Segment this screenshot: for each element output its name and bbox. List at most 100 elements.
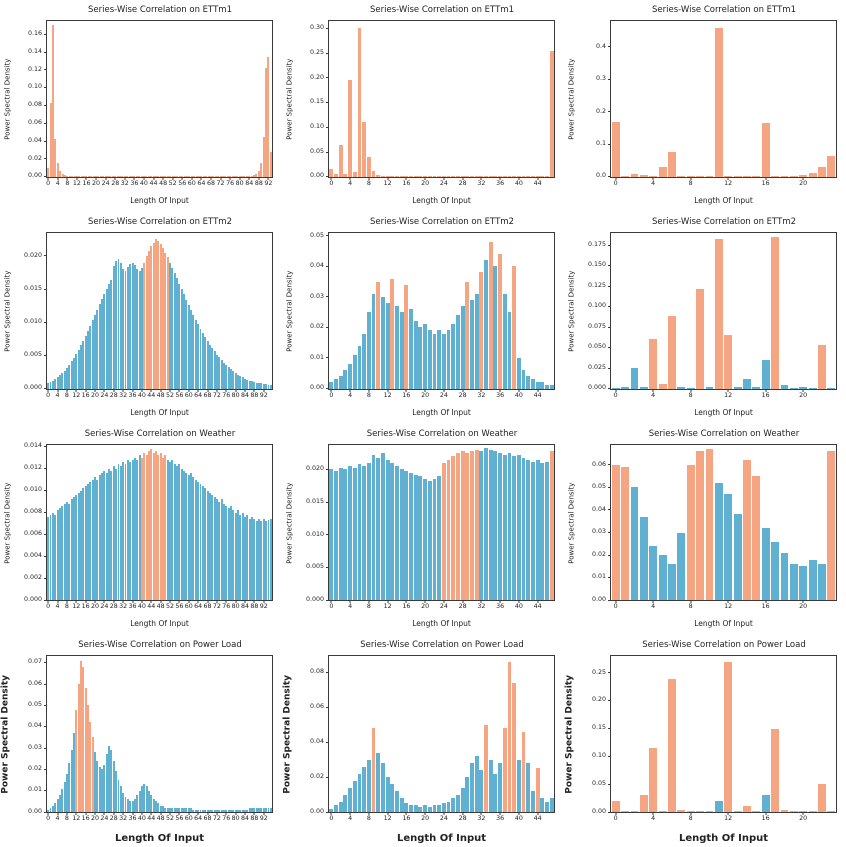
x-tick-label: 60 <box>187 179 196 187</box>
bar <box>338 468 343 601</box>
bar <box>197 324 200 389</box>
bar <box>150 794 153 812</box>
bar <box>143 262 146 389</box>
bar <box>516 454 521 601</box>
y-tick-label: 0.2 <box>595 107 606 115</box>
bar <box>129 263 132 389</box>
x-tick-mark <box>424 388 426 392</box>
y-tick-mark <box>326 235 329 237</box>
x-tick-label: 72 <box>212 815 221 822</box>
bar <box>432 805 437 812</box>
bar <box>108 284 111 389</box>
bar <box>84 336 87 389</box>
bar <box>649 546 658 601</box>
bar <box>117 780 120 812</box>
bar <box>128 175 131 177</box>
bar <box>155 451 157 601</box>
bar <box>423 479 428 601</box>
x-tick-mark <box>150 812 152 815</box>
bar <box>639 516 648 601</box>
bar <box>329 382 334 389</box>
bar <box>51 25 54 177</box>
bar <box>761 528 770 601</box>
y-tick-label: 0.01 <box>27 786 42 794</box>
bar <box>526 376 531 389</box>
x-tick-label: 60 <box>184 815 193 822</box>
bar <box>194 319 197 389</box>
bar <box>159 805 162 812</box>
x-tick-label: 8 <box>688 815 693 822</box>
bar <box>178 464 181 601</box>
x-axis-label: Length Of Input <box>130 407 189 417</box>
bar <box>112 466 115 601</box>
bar <box>200 175 203 177</box>
bar <box>267 520 270 601</box>
bar <box>152 799 155 812</box>
y-tick-label: 0.15 <box>591 724 606 732</box>
bar <box>248 380 251 389</box>
bar <box>77 684 80 812</box>
x-tick-mark <box>160 388 162 392</box>
bar <box>190 807 193 812</box>
bar <box>194 809 197 812</box>
bar <box>56 510 59 601</box>
x-tick-mark <box>424 176 426 180</box>
y-tick-mark <box>44 140 47 142</box>
x-tick-label: 0 <box>613 815 618 822</box>
x-tick-label: 4 <box>55 603 60 611</box>
x-tick-label: 88 <box>254 179 263 187</box>
bar <box>460 306 465 389</box>
x-tick-mark <box>132 388 134 392</box>
bar <box>111 175 114 177</box>
bar <box>110 470 113 601</box>
x-tick-mark <box>690 812 692 815</box>
bar <box>133 799 136 812</box>
y-tick-mark <box>326 176 329 178</box>
bar <box>269 384 272 389</box>
bar <box>540 798 545 812</box>
bar <box>474 293 479 389</box>
bar <box>68 503 71 601</box>
x-tick-mark <box>150 388 152 392</box>
bar <box>130 175 133 177</box>
bar <box>677 532 686 601</box>
bar <box>169 262 172 389</box>
bar <box>206 490 209 601</box>
x-tick-mark <box>162 176 164 180</box>
x-tick-mark <box>47 176 49 180</box>
bar <box>267 807 270 812</box>
y-tick-mark <box>608 367 611 369</box>
bar <box>771 541 779 601</box>
y-axis-label: Power Spectral Density <box>3 481 12 563</box>
bar <box>91 737 94 812</box>
bar <box>87 330 89 389</box>
y-tick-mark <box>326 388 329 389</box>
bar <box>535 382 540 389</box>
x-tick-mark <box>499 812 501 815</box>
bar <box>183 294 186 389</box>
bar <box>222 362 225 389</box>
bar <box>260 807 263 812</box>
x-tick-mark <box>150 600 152 604</box>
x-tick-mark <box>368 388 370 392</box>
bar <box>222 809 225 812</box>
bar <box>140 457 143 601</box>
x-tick-mark <box>85 600 87 604</box>
x-axis-label: Length Of Input <box>694 195 753 205</box>
x-tick-label: 28 <box>109 815 118 822</box>
y-axis-label: Power Spectral Density <box>0 674 11 794</box>
y-tick-mark <box>608 464 611 466</box>
x-tick-mark <box>85 388 87 392</box>
bar <box>686 387 695 389</box>
x-tick-mark <box>387 176 389 180</box>
y-tick-mark <box>44 176 47 178</box>
bar <box>226 175 229 177</box>
x-tick-mark <box>75 812 77 815</box>
bar <box>380 453 385 601</box>
x-tick-mark <box>122 600 124 604</box>
bar <box>63 370 66 389</box>
bar <box>192 809 195 812</box>
bar <box>258 519 261 601</box>
x-tick-mark <box>802 812 804 815</box>
bar <box>639 386 648 389</box>
